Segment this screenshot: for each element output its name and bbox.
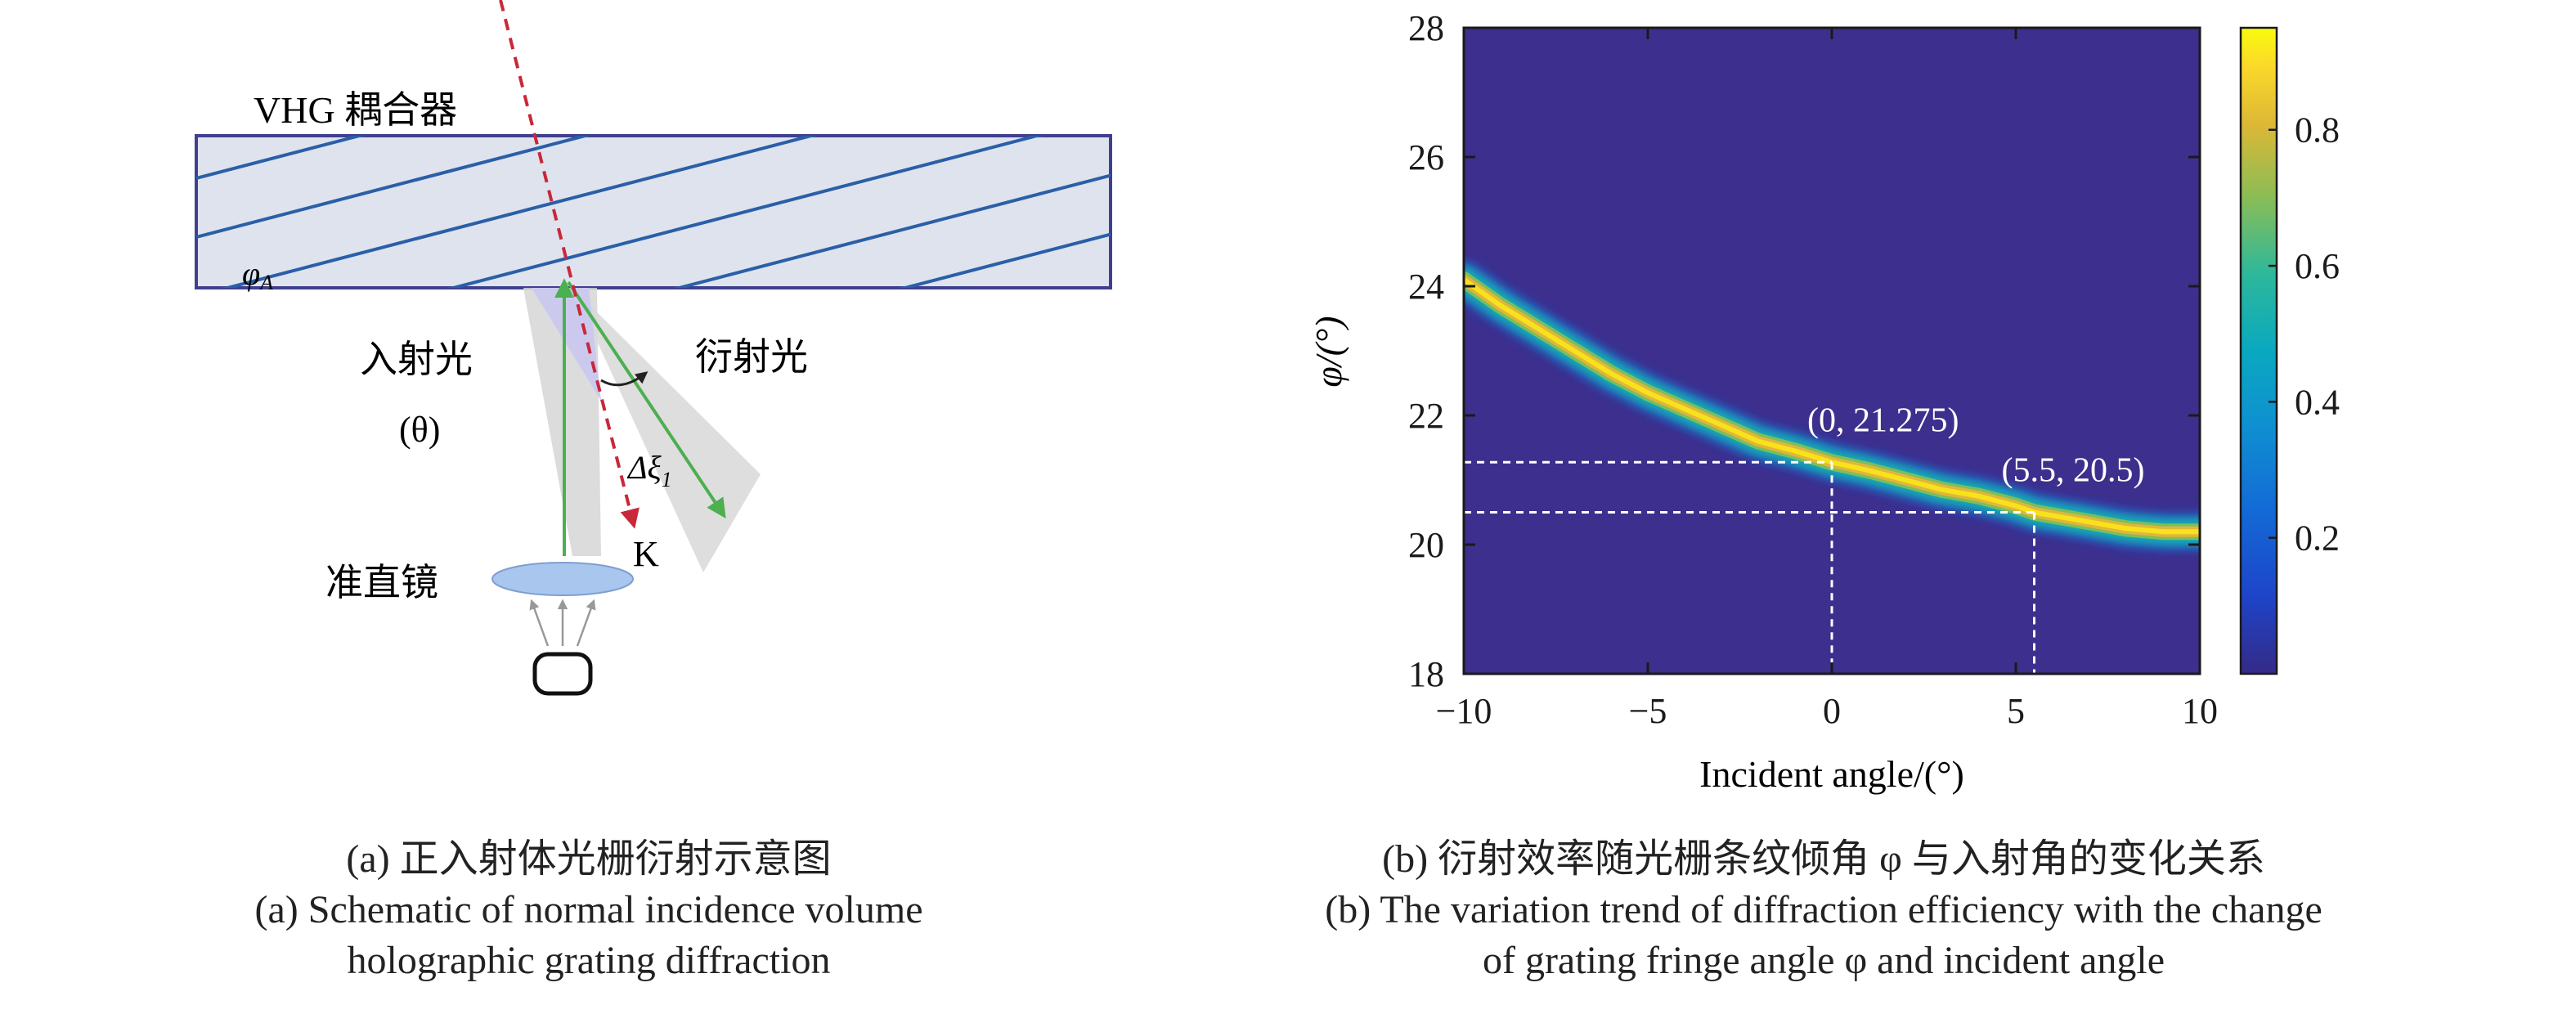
fringe-angle-label: φA — [242, 255, 273, 294]
x-tick-label: 0 — [1823, 691, 1841, 731]
caption-a-english-1: (a) Schematic of normal incidence volume — [254, 888, 923, 931]
y-tick-label: 26 — [1408, 137, 1444, 177]
y-tick-label: 22 — [1408, 396, 1444, 436]
delta-label: Δξ1 — [626, 449, 672, 491]
colorbar-tick-label: 0.6 — [2295, 246, 2340, 286]
annotation-label: (5.5, 20.5) — [2002, 452, 2145, 490]
figure-canvas: VHG 耦合器 φA 入射光 (θ) 衍射光 Δξ1 K — [195, 0, 2340, 795]
y-tick-label: 28 — [1408, 8, 1444, 48]
x-tick-label: 10 — [2182, 691, 2218, 731]
collimator-lens — [491, 562, 634, 596]
efficiency-ridge — [1464, 261, 2200, 551]
collimator-label: 准直镜 — [325, 562, 438, 603]
y-tick-label: 20 — [1408, 525, 1444, 565]
x-tick-label: −10 — [1436, 691, 1492, 731]
source-ray-right — [576, 599, 596, 647]
grating-fringes — [196, 136, 1111, 288]
x-axis-label: Incident angle/(°) — [1699, 753, 1964, 795]
annotation-label: (0, 21.275) — [1807, 402, 1959, 439]
source-ray-left — [529, 599, 550, 647]
incident-symbol: (θ) — [399, 410, 440, 450]
caption-b-english-2: of grating fringe angle φ and incident a… — [1482, 939, 2165, 982]
ridge-band — [1464, 277, 2200, 535]
incident-label: 入射光 — [360, 339, 473, 380]
colorbar-tick-label: 0.4 — [2295, 382, 2340, 422]
panel-b-chart: (0, 21.275) (5.5, 20.5) −10 −5 0 5 10 18 20 22 24… — [1308, 8, 2340, 795]
colorbar-tick-label: 0.8 — [2295, 110, 2340, 150]
k-label: K — [633, 534, 659, 574]
vhg-slab — [195, 134, 1112, 289]
caption-b: (b) 衍射效率随光栅条纹倾角 φ 与入射角的变化关系 (b) The vari… — [1186, 834, 2462, 986]
diffracted-label: 衍射光 — [695, 336, 808, 378]
caption-a-chinese: (a) 正入射体光栅衍射示意图 — [346, 837, 832, 881]
colorbar-tick-label: 0.2 — [2295, 518, 2340, 559]
y-tick-label: 18 — [1408, 654, 1444, 694]
panel-a-schematic: VHG 耦合器 φA 入射光 (θ) 衍射光 Δξ1 K — [195, 0, 1112, 696]
axis-ticks: −10 −5 0 5 10 18 20 22 24 26 28 — [1408, 8, 2218, 731]
y-tick-label: 24 — [1408, 267, 1444, 307]
incident-overlap — [532, 288, 601, 401]
caption-a: (a) 正入射体光栅衍射示意图 (a) Schematic of normal … — [164, 834, 1014, 986]
coupler-label: VHG 耦合器 — [254, 89, 457, 131]
x-tick-label: 5 — [2007, 691, 2025, 731]
colorbar-ticks: 0.2 0.4 0.6 0.8 — [2269, 110, 2340, 559]
colorbar — [2239, 26, 2278, 675]
caption-b-english-1: (b) The variation trend of diffraction e… — [1325, 888, 2322, 931]
delta-angle-arc — [600, 371, 648, 387]
caption-b-chinese: (b) 衍射效率随光栅条纹倾角 φ 与入射角的变化关系 — [1382, 837, 2265, 881]
caption-a-english-2: holographic grating diffraction — [347, 939, 831, 982]
x-tick-label: −5 — [1629, 691, 1667, 731]
light-source — [532, 652, 593, 696]
diffracted-ray — [567, 280, 726, 518]
annotation-guides: (0, 21.275) (5.5, 20.5) — [1464, 402, 2144, 674]
y-axis-label: φ/(°) — [1308, 316, 1349, 387]
